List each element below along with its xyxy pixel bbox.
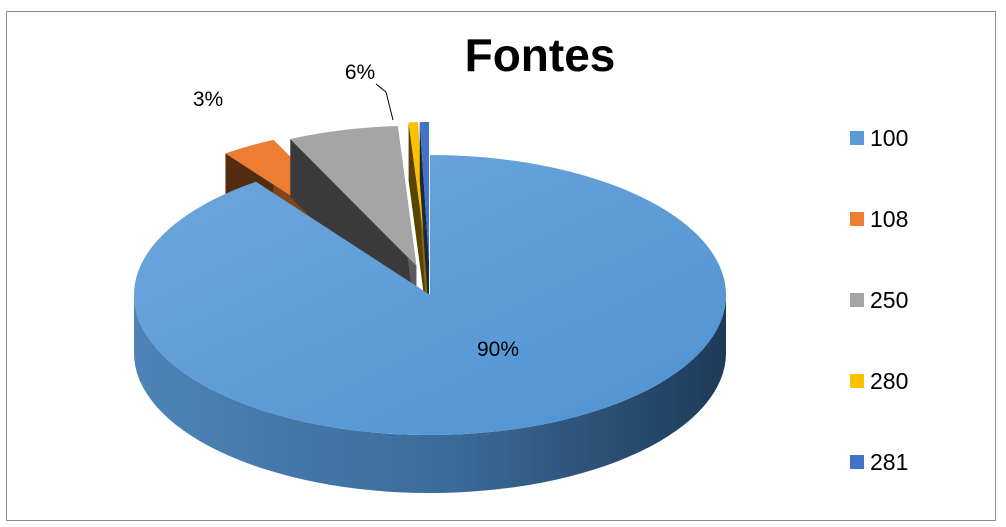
- legend-item-281: 281: [850, 446, 980, 527]
- pie-slice-281: [419, 122, 430, 321]
- data-label-250: 6%: [345, 61, 375, 84]
- data-label-108: 3%: [193, 88, 223, 111]
- chart-title: Fontes: [464, 29, 616, 81]
- legend-label: 280: [870, 368, 909, 394]
- legend-swatch: [850, 131, 864, 145]
- legend-swatch: [850, 212, 864, 226]
- legend-item-250: 250: [850, 284, 980, 365]
- legend-item-108: 108: [850, 203, 980, 284]
- legend-item-280: 280: [850, 365, 980, 446]
- legend-label: 281: [870, 449, 909, 475]
- leader-line: [375, 83, 394, 121]
- legend-label: 108: [870, 206, 909, 232]
- legend-label: 250: [870, 287, 909, 313]
- legend-swatch: [850, 455, 864, 469]
- legend: 100 108 250 280 281: [850, 122, 980, 527]
- legend-item-100: 100: [850, 122, 980, 203]
- data-label-100: 90%: [477, 338, 519, 361]
- pie-slice-100: [133, 155, 727, 493]
- legend-swatch: [850, 293, 864, 307]
- legend-swatch: [850, 374, 864, 388]
- legend-label: 100: [870, 125, 909, 151]
